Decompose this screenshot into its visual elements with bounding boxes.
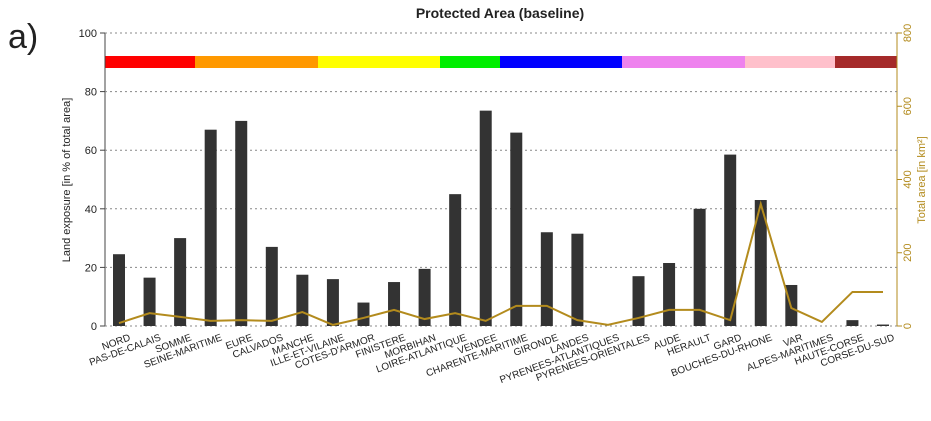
- bar: [235, 120, 248, 327]
- bar: [632, 276, 645, 326]
- bar: [357, 302, 370, 326]
- y-tick-label: 0: [91, 321, 97, 333]
- chart-title: Protected Area (baseline): [416, 5, 584, 21]
- panel-label: a): [8, 18, 38, 56]
- bar: [663, 263, 676, 326]
- y-tick-label: 60: [85, 145, 97, 157]
- bar: [540, 232, 553, 326]
- y2-tick-label: 600: [902, 97, 914, 115]
- y-tick-label: 80: [85, 87, 97, 99]
- bar: [877, 324, 889, 326]
- y-tick-label: 20: [85, 262, 97, 274]
- bar: [479, 110, 492, 327]
- bar: [724, 154, 737, 326]
- bar: [174, 238, 187, 326]
- bar: [113, 254, 125, 326]
- bar: [204, 129, 217, 326]
- y2-tick-label: 0: [902, 323, 914, 329]
- y-tick-label: 40: [85, 204, 97, 216]
- y-tick-label: 100: [79, 28, 97, 40]
- bar: [449, 194, 462, 326]
- bar: [265, 246, 278, 326]
- bar: [846, 320, 859, 326]
- bar: [326, 279, 339, 326]
- bar: [510, 132, 523, 326]
- y2-axis-label: Total area [in km²]: [916, 136, 928, 223]
- bar: [388, 282, 401, 326]
- y2-tick-label: 800: [902, 24, 914, 42]
- line: [118, 200, 883, 326]
- y2-tick-label: 400: [902, 170, 914, 188]
- y-axis-label: Land exposure [in % of total area]: [61, 98, 73, 263]
- y2-tick-label: 200: [902, 244, 914, 262]
- bar: [296, 274, 309, 326]
- bar: [418, 268, 431, 326]
- bar: [754, 200, 767, 326]
- bar: [693, 208, 706, 326]
- region-band: [105, 56, 897, 68]
- bar: [571, 233, 584, 326]
- bar: [143, 277, 156, 326]
